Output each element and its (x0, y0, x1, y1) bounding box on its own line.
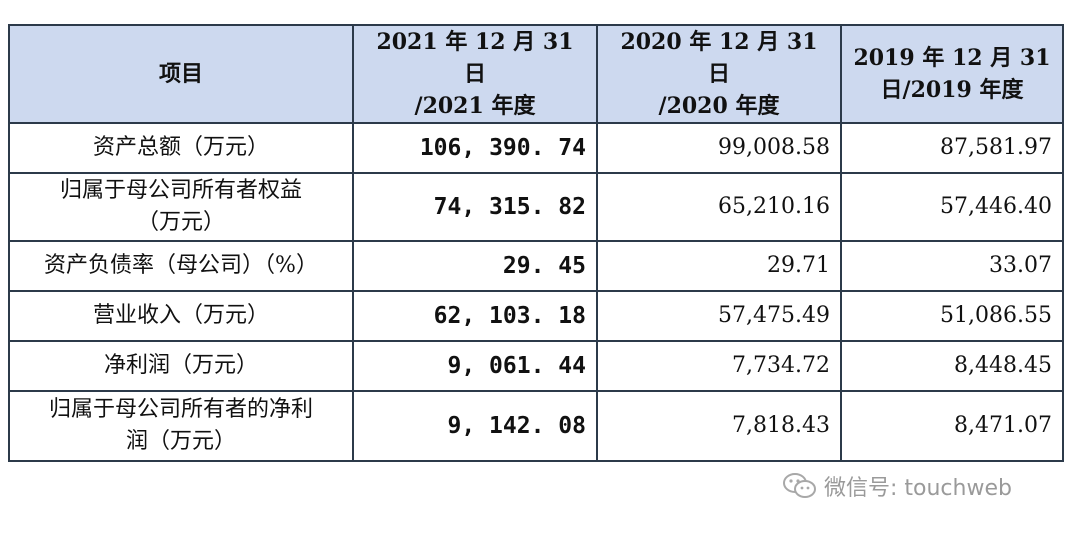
value-2020: 7,818.43 (596, 390, 842, 462)
value-2021: 106, 390. 74 (352, 122, 598, 174)
row-label: 营业收入（万元） (8, 290, 354, 342)
header-2020: 2020 年 12 月 31 日 /2020 年度 (596, 24, 842, 124)
financial-table: 项目 2021 年 12 月 31 日 /2021 年度 2020 年 12 月… (8, 24, 1064, 462)
value-2019: 87,581.97 (840, 122, 1064, 174)
value-2019: 8,471.07 (840, 390, 1064, 462)
table-row: 资产总额（万元） 106, 390. 74 99,008.58 87,581.9… (8, 122, 1064, 174)
value-2021: 62, 103. 18 (352, 290, 598, 342)
table-row: 归属于母公司所有者权益 （万元） 74, 315. 82 65,210.16 5… (8, 172, 1064, 242)
value-2021: 74, 315. 82 (352, 172, 598, 242)
header-item: 项目 (8, 24, 354, 124)
table-row: 资产负债率（母公司）（%） 29. 45 29.71 33.07 (8, 240, 1064, 292)
value-2021: 9, 061. 44 (352, 340, 598, 392)
value-2020: 7,734.72 (596, 340, 842, 392)
watermark: 微信号: touchweb (782, 470, 1012, 502)
value-2020: 29.71 (596, 240, 842, 292)
watermark-text: 微信号: touchweb (824, 476, 1012, 501)
row-label: 归属于母公司所有者权益 （万元） (8, 172, 354, 242)
value-2019: 8,448.45 (840, 340, 1064, 392)
value-2021: 9, 142. 08 (352, 390, 598, 462)
row-label: 净利润（万元） (8, 340, 354, 392)
table-header-row: 项目 2021 年 12 月 31 日 /2021 年度 2020 年 12 月… (8, 24, 1064, 124)
value-2019: 51,086.55 (840, 290, 1064, 342)
value-2020: 99,008.58 (596, 122, 842, 174)
value-2021: 29. 45 (352, 240, 598, 292)
table-row: 净利润（万元） 9, 061. 44 7,734.72 8,448.45 (8, 340, 1064, 392)
value-2019: 57,446.40 (840, 172, 1064, 242)
row-label: 归属于母公司所有者的净利 润（万元） (8, 390, 354, 462)
header-2021: 2021 年 12 月 31 日 /2021 年度 (352, 24, 598, 124)
row-label: 资产总额（万元） (8, 122, 354, 174)
value-2020: 65,210.16 (596, 172, 842, 242)
value-2019: 33.07 (840, 240, 1064, 292)
value-2020: 57,475.49 (596, 290, 842, 342)
table-row: 归属于母公司所有者的净利 润（万元） 9, 142. 08 7,818.43 8… (8, 390, 1064, 462)
header-2019: 2019 年 12 月 31 日/2019 年度 (840, 24, 1064, 124)
wechat-icon (782, 471, 818, 501)
row-label: 资产负债率（母公司）（%） (8, 240, 354, 292)
table-row: 营业收入（万元） 62, 103. 18 57,475.49 51,086.55 (8, 290, 1064, 342)
